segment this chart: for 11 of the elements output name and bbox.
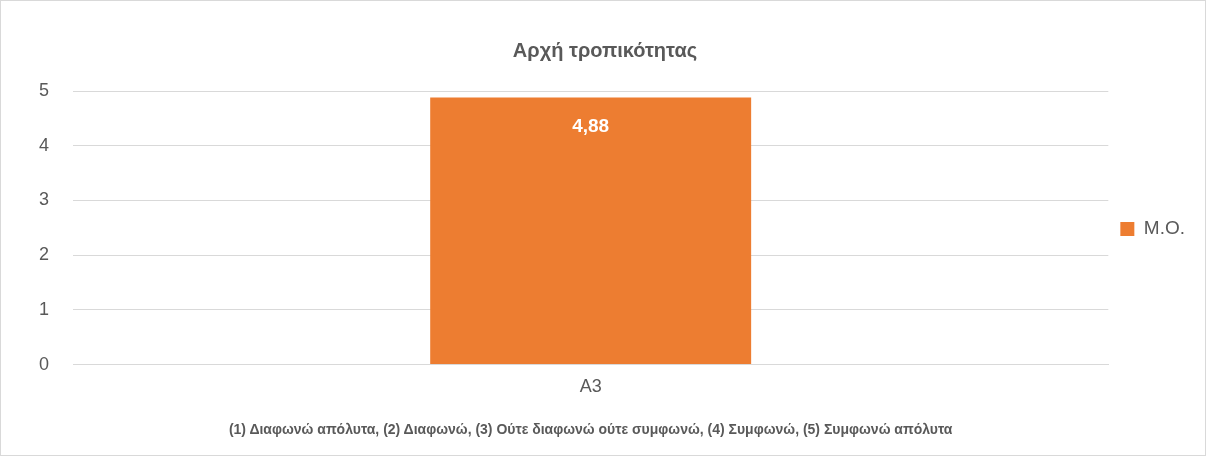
y-tick-label: 4 xyxy=(39,134,50,155)
y-tick-label: 5 xyxy=(39,79,50,100)
data-label: 4,88 xyxy=(572,115,610,137)
x-axis-title: (1) Διαφωνώ απόλυτα, (2) Διαφωνώ, (3) Ούτε διαφωνώ ούτε συμφωνώ, (4) Συμφωνώ, (5) Συμφωνώ απόλυτα xyxy=(228,421,953,438)
y-tick-label: 1 xyxy=(39,298,50,319)
y-tick-label: 2 xyxy=(39,244,50,265)
y-tick-label: 3 xyxy=(39,189,50,210)
x-tick-label: A3 xyxy=(579,376,602,397)
y-tick-label: 0 xyxy=(39,353,50,374)
chart-title: Αρχή τροπικότητας xyxy=(512,38,698,61)
legend-label: Μ.Ο. xyxy=(1143,217,1186,239)
